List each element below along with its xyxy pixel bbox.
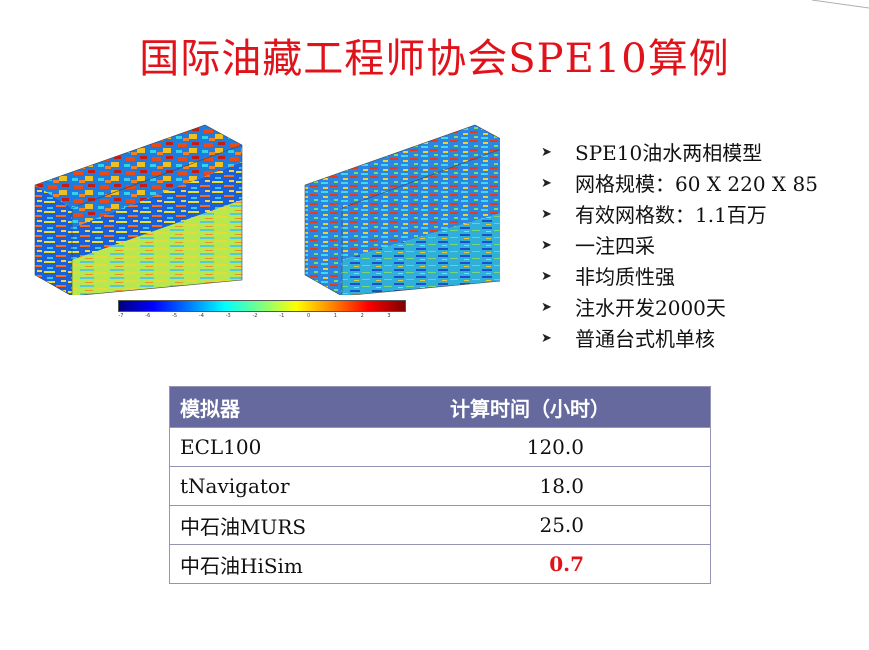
colorbar-tick-label: 1 (333, 313, 337, 319)
arrowhead-icon: ➤ (541, 237, 552, 253)
table-row: 中石油MURS 25.0 (169, 505, 711, 545)
table-row: tNavigator 18.0 (169, 466, 711, 506)
table-header-row: 模拟器 计算时间（小时） (169, 386, 711, 428)
compute-time: 18.0 (539, 474, 584, 498)
arrowhead-icon: ➤ (541, 144, 552, 160)
arrowhead-icon: ➤ (541, 175, 552, 191)
simulator-name: tNavigator (169, 466, 450, 506)
bullet-text: SPE10油水两相模型 (575, 140, 763, 165)
bullet-item: ➤ 网格规模：60 X 220 X 85 (541, 168, 818, 199)
reservoir-block-left (34, 124, 243, 295)
arrowhead-icon: ➤ (541, 268, 552, 284)
bullet-item: ➤ 有效网格数：1.1百万 (541, 199, 818, 230)
bullet-text: 网格规模：60 X 220 X 85 (575, 171, 818, 196)
colorbar: -7 -6 -5 -4 -3 -2 -1 0 1 2 3 (118, 300, 410, 322)
compute-time: 120.0 (526, 435, 584, 459)
bullet-text: 有效网格数：1.1百万 (575, 202, 767, 227)
bullet-text: 一注四采 (575, 233, 655, 258)
arrowhead-icon: ➤ (541, 330, 552, 346)
colorbar-gradient (118, 300, 406, 312)
header-compute-time: 计算时间（小时） (450, 386, 711, 428)
compute-time-highlight: 0.7 (549, 552, 584, 576)
colorbar-tick-label: -1 (279, 313, 285, 319)
bullet-list: ➤ SPE10油水两相模型 ➤ 网格规模：60 X 220 X 85 ➤ 有效网格数：… (541, 137, 818, 354)
simulator-comparison-table: 模拟器 计算时间（小时） ECL100 120.0 tNavigator 18.… (169, 386, 711, 584)
simulator-name: 中石油HiSim (169, 544, 450, 584)
bullet-text: 普通台式机单核 (575, 326, 715, 351)
simulator-name: 中石油MURS (169, 505, 450, 545)
colorbar-tick-label: 3 (387, 313, 391, 319)
simulator-name: ECL100 (169, 427, 450, 467)
reservoir-block-right (304, 124, 500, 295)
bullet-item: ➤ 非均质性强 (541, 261, 818, 292)
bullet-item: ➤ SPE10油水两相模型 (541, 137, 818, 168)
table-row: 中石油HiSim 0.7 (169, 544, 711, 584)
bullet-item: ➤ 注水开发2000天 (541, 292, 818, 323)
page-title: 国际油藏工程师协会SPE10算例 (139, 36, 730, 82)
bullet-item: ➤ 普通台式机单核 (541, 323, 818, 354)
header-simulator: 模拟器 (169, 386, 450, 428)
colorbar-tick-label: -3 (225, 313, 231, 319)
colorbar-tick-label: 2 (360, 313, 364, 319)
colorbar-tick-label: 0 (307, 313, 311, 319)
arrowhead-icon: ➤ (541, 299, 552, 315)
bullet-text: 非均质性强 (575, 264, 675, 289)
arrowhead-icon: ➤ (541, 206, 552, 222)
bullet-item: ➤ 一注四采 (541, 230, 818, 261)
colorbar-tick-label: -6 (145, 313, 151, 319)
colorbar-tick-label: -5 (172, 313, 178, 319)
compute-time: 25.0 (539, 513, 584, 537)
colorbar-ticks: -7 -6 -5 -4 -3 -2 -1 0 1 2 3 (118, 312, 406, 322)
colorbar-tick-label: -2 (252, 313, 258, 319)
reservoir-model-figure (34, 124, 500, 295)
colorbar-tick-label: -4 (198, 313, 204, 319)
colorbar-tick-label: -7 (118, 313, 124, 319)
table-row: ECL100 120.0 (169, 427, 711, 467)
bullet-text: 注水开发2000天 (575, 295, 726, 320)
